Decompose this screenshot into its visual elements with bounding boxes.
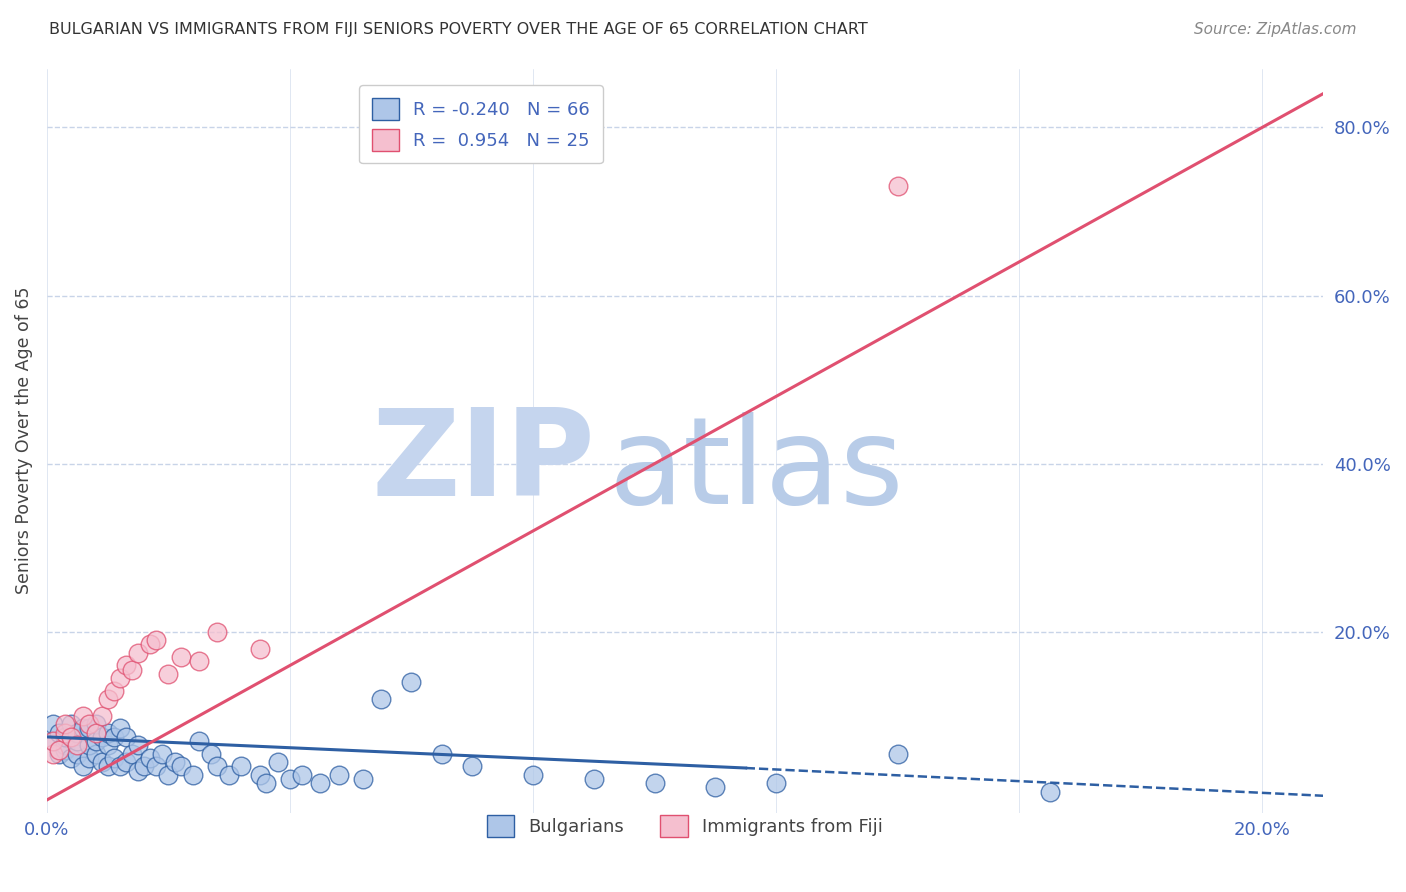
Point: [97, 739, 120, 753]
Text: atlas: atlas: [609, 412, 904, 529]
Point: [103, 751, 125, 765]
Point: [53, 730, 76, 744]
Point: [187, 654, 209, 668]
Point: [704, 780, 727, 795]
Point: [205, 759, 228, 773]
Point: [79, 751, 101, 765]
Point: [53, 725, 76, 739]
Point: [231, 759, 253, 773]
Point: [218, 768, 240, 782]
Point: [522, 768, 544, 782]
Point: [72, 709, 94, 723]
Point: [84, 717, 107, 731]
Text: BULGARIAN VS IMMIGRANTS FROM FIJI SENIORS POVERTY OVER THE AGE OF 65 CORRELATION: BULGARIAN VS IMMIGRANTS FROM FIJI SENIOR…: [49, 22, 868, 37]
Point: [352, 772, 374, 786]
Point: [60, 751, 83, 765]
Point: [53, 739, 76, 753]
Point: [66, 725, 89, 739]
Point: [48, 747, 70, 761]
Point: [66, 734, 89, 748]
Point: [97, 759, 120, 773]
Point: [157, 768, 180, 782]
Point: [886, 179, 908, 194]
Point: [97, 692, 120, 706]
Point: [90, 730, 112, 744]
Point: [461, 759, 484, 773]
Point: [157, 666, 180, 681]
Point: [582, 772, 605, 786]
Point: [181, 768, 204, 782]
Text: ZIP: ZIP: [371, 404, 596, 521]
Point: [42, 717, 65, 731]
Point: [127, 764, 149, 778]
Point: [267, 755, 290, 769]
Point: [430, 747, 453, 761]
Point: [200, 747, 222, 761]
Point: [53, 717, 76, 731]
Point: [66, 739, 89, 753]
Y-axis label: Seniors Poverty Over the Age of 65: Seniors Poverty Over the Age of 65: [15, 287, 32, 594]
Point: [108, 722, 131, 736]
Point: [72, 722, 94, 736]
Point: [79, 717, 101, 731]
Point: [145, 633, 167, 648]
Point: [84, 725, 107, 739]
Point: [42, 734, 65, 748]
Point: [90, 755, 112, 769]
Point: [254, 776, 277, 790]
Point: [134, 759, 156, 773]
Point: [48, 725, 70, 739]
Point: [249, 768, 271, 782]
Point: [145, 759, 167, 773]
Point: [249, 641, 271, 656]
Point: [644, 776, 666, 790]
Point: [163, 755, 186, 769]
Point: [169, 759, 191, 773]
Point: [370, 692, 392, 706]
Point: [42, 747, 65, 761]
Point: [121, 663, 143, 677]
Point: [108, 671, 131, 685]
Point: [139, 637, 162, 651]
Legend: Bulgarians, Immigrants from Fiji: Bulgarians, Immigrants from Fiji: [479, 808, 890, 845]
Point: [401, 675, 423, 690]
Point: [205, 624, 228, 639]
Point: [103, 683, 125, 698]
Point: [60, 730, 83, 744]
Point: [278, 772, 301, 786]
Point: [79, 739, 101, 753]
Point: [48, 742, 70, 756]
Point: [150, 747, 173, 761]
Point: [53, 742, 76, 756]
Point: [97, 725, 120, 739]
Point: [886, 747, 908, 761]
Point: [127, 739, 149, 753]
Point: [84, 747, 107, 761]
Point: [1038, 784, 1060, 798]
Point: [66, 747, 89, 761]
Point: [127, 646, 149, 660]
Point: [309, 776, 332, 790]
Point: [328, 768, 350, 782]
Point: [115, 755, 138, 769]
Point: [60, 717, 83, 731]
Point: [84, 734, 107, 748]
Point: [90, 709, 112, 723]
Point: [108, 759, 131, 773]
Point: [291, 768, 314, 782]
Point: [79, 722, 101, 736]
Text: Source: ZipAtlas.com: Source: ZipAtlas.com: [1194, 22, 1357, 37]
Point: [169, 650, 191, 665]
Point: [187, 734, 209, 748]
Point: [103, 730, 125, 744]
Point: [72, 759, 94, 773]
Point: [139, 751, 162, 765]
Point: [115, 658, 138, 673]
Point: [42, 734, 65, 748]
Point: [121, 747, 143, 761]
Point: [765, 776, 787, 790]
Point: [115, 730, 138, 744]
